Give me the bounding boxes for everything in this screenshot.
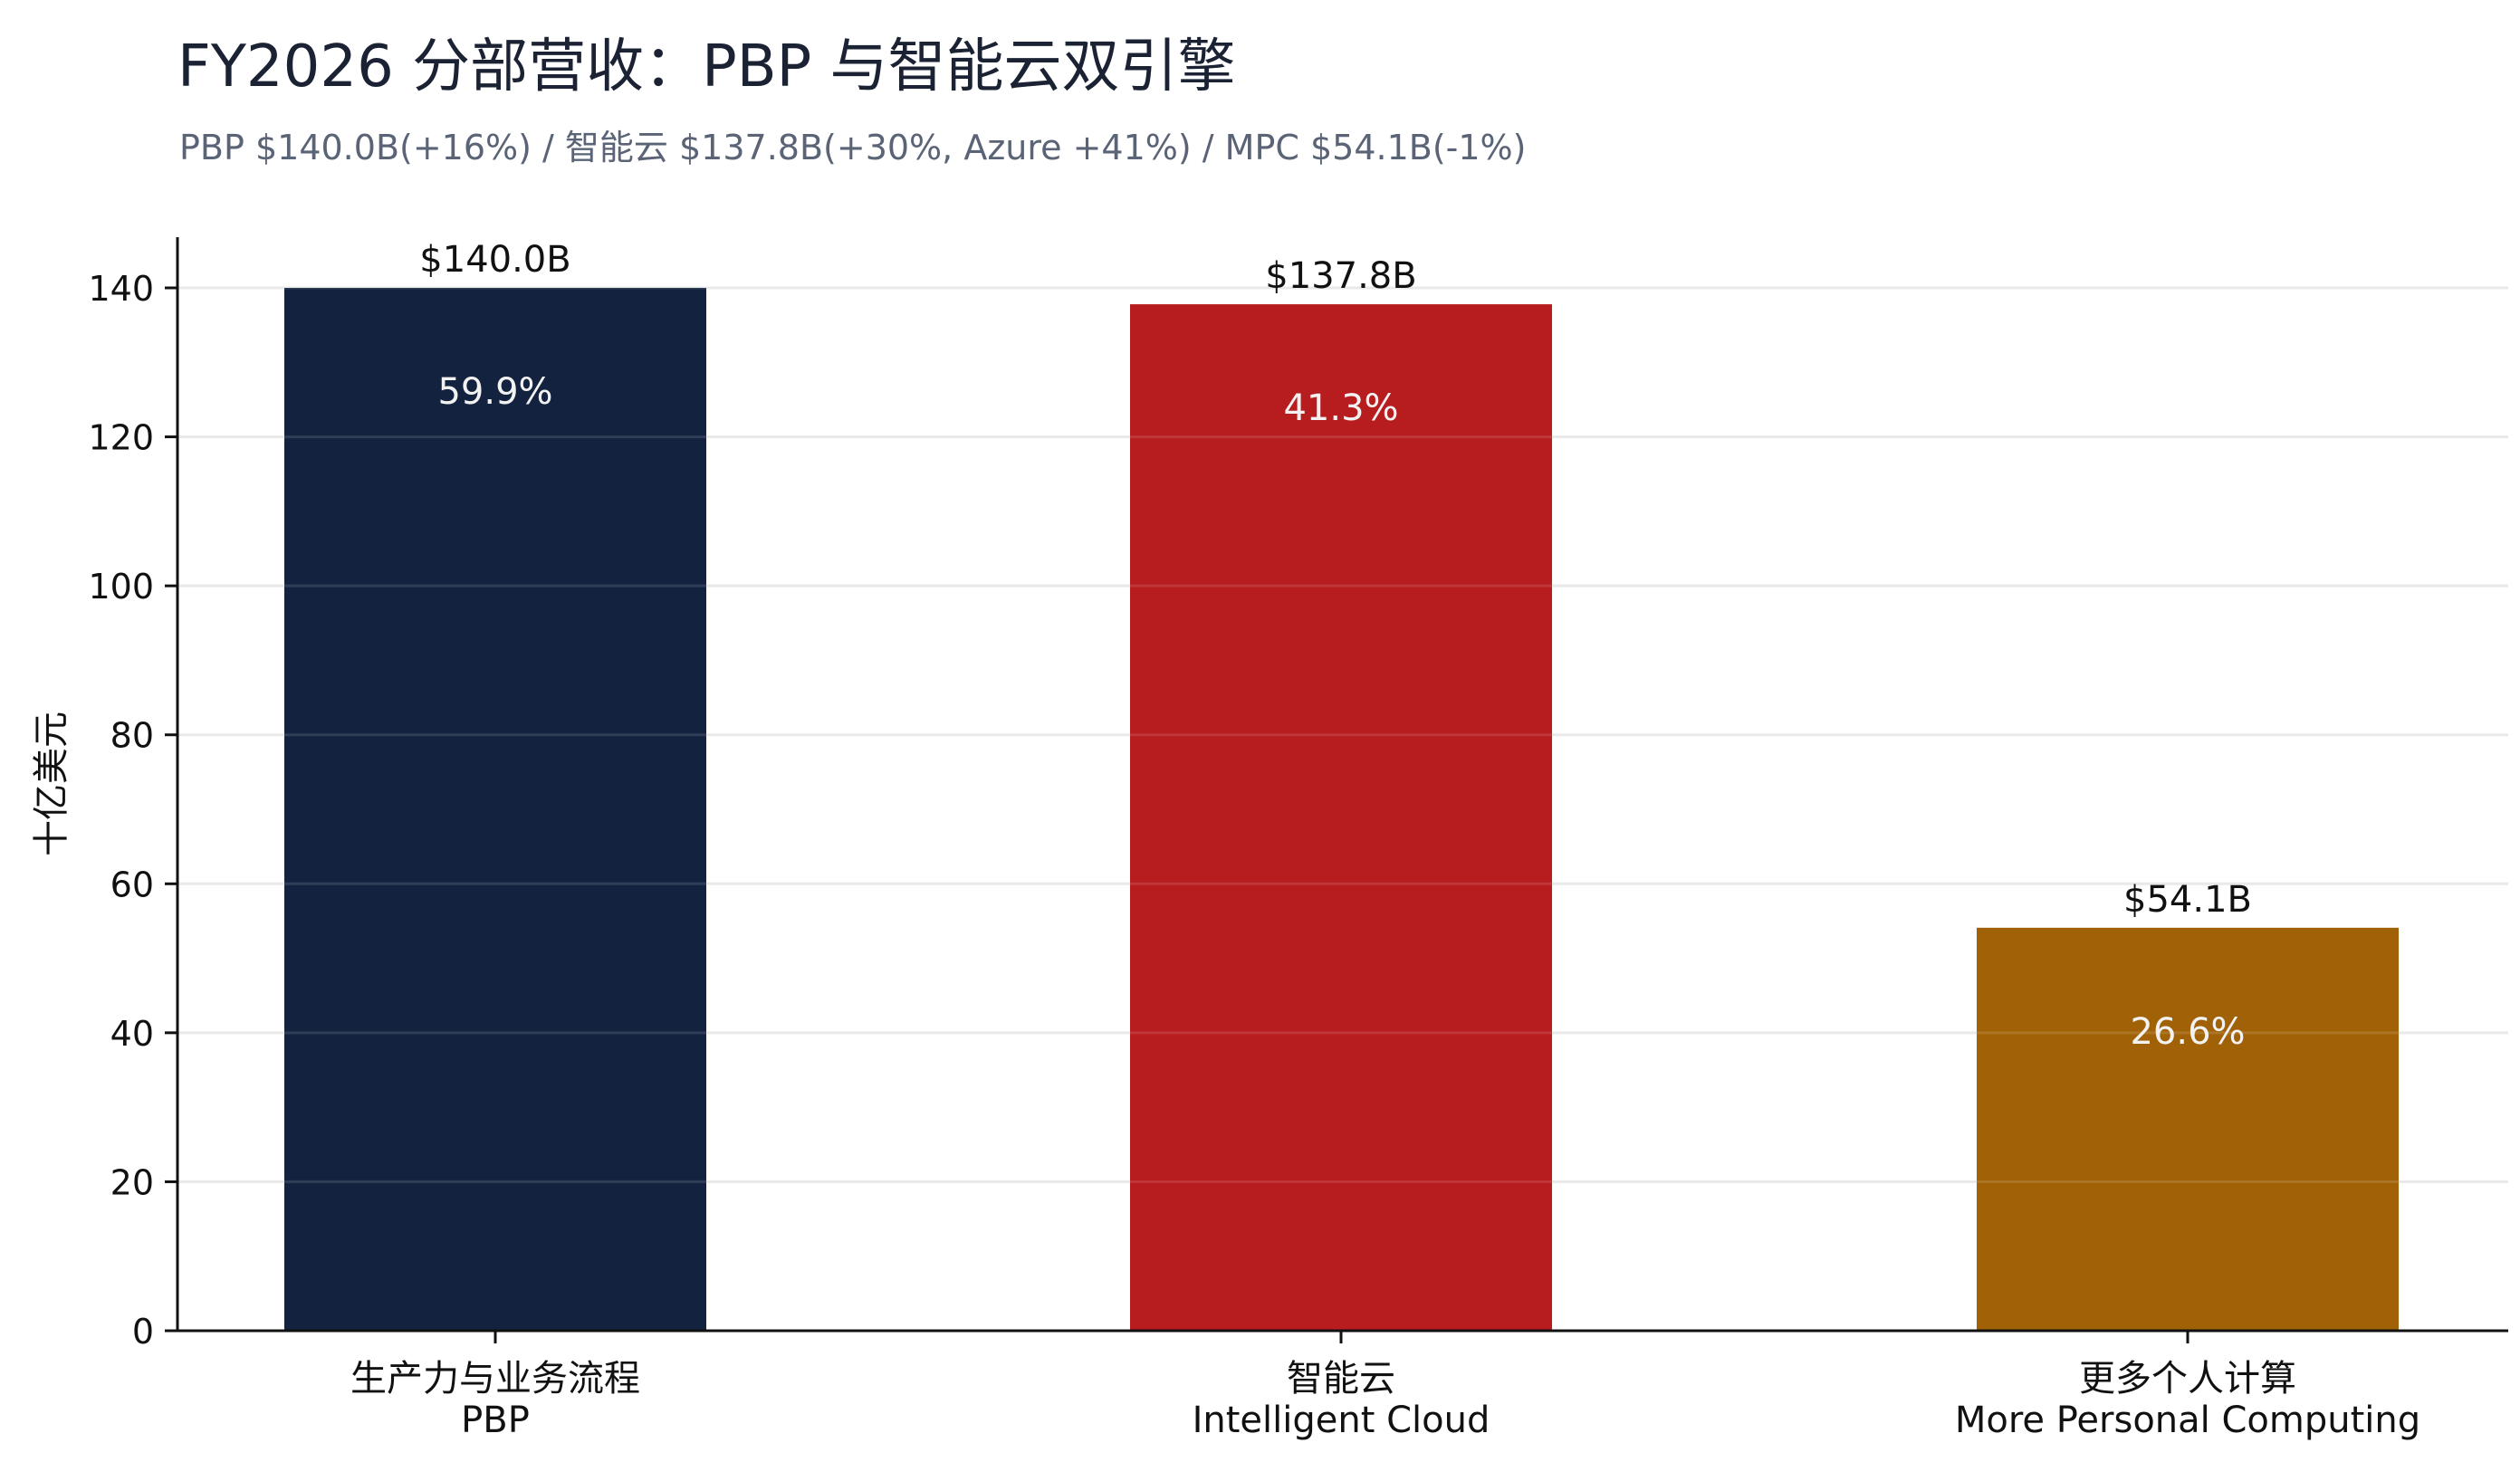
bar-share-label: 59.9% xyxy=(437,371,552,413)
y-tick-label: 100 xyxy=(88,567,154,607)
x-tick-label-zh: 生产力与业务流程 xyxy=(350,1358,640,1400)
bar-share-label: 41.3% xyxy=(1283,387,1398,429)
chart-subtitle: PBP $140.0B(+16%) / 智能云 $137.8B(+30%, Az… xyxy=(179,128,1527,167)
y-tick-label: 60 xyxy=(110,865,154,904)
y-tick-label: 140 xyxy=(88,269,154,309)
y-tick-label: 0 xyxy=(132,1312,154,1352)
bar xyxy=(1130,304,1552,1332)
y-tick-label: 120 xyxy=(88,418,154,458)
bar-value-label: $140.0B xyxy=(419,239,570,281)
bar xyxy=(1977,927,2399,1331)
x-tick-label-en: PBP xyxy=(461,1400,530,1441)
bar xyxy=(284,288,706,1331)
bar-value-label: $137.8B xyxy=(1265,255,1416,297)
y-axis-label: 十亿美元 xyxy=(31,712,72,856)
x-tick-label-en: Intelligent Cloud xyxy=(1193,1400,1490,1441)
y-tick-label: 40 xyxy=(110,1014,154,1054)
x-tick-label-zh: 更多个人计算 xyxy=(2079,1358,2296,1400)
bar-share-label: 26.6% xyxy=(2130,1011,2245,1053)
x-tick-label-en: More Personal Computing xyxy=(1955,1400,2420,1441)
y-tick-label: 80 xyxy=(110,716,154,756)
y-tick-label: 20 xyxy=(110,1162,154,1202)
chart-title: FY2026 分部营收：PBP 与智能云双引擎 xyxy=(177,33,1236,100)
bar-value-label: $54.1B xyxy=(2123,879,2252,921)
x-tick-label-zh: 智能云 xyxy=(1287,1358,1395,1400)
